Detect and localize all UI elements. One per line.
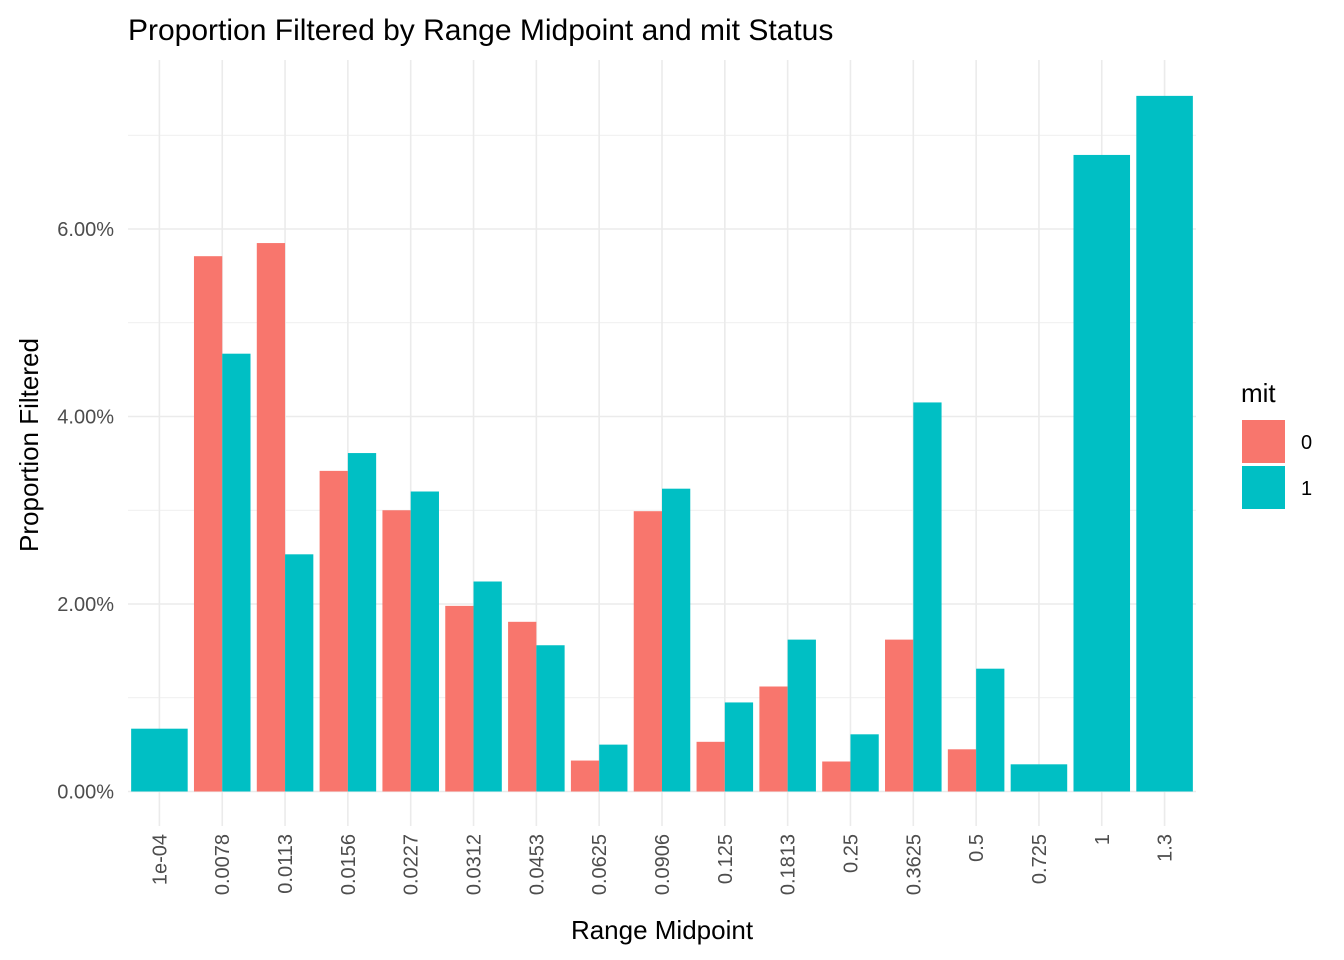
bar-0.0078-mit-1 [222, 353, 251, 792]
legend-title: mit [1241, 378, 1276, 408]
bar-0.0625-mit-0 [570, 760, 600, 792]
bar-0.0906-mit-1 [662, 488, 691, 792]
x-tick-label: 1.3 [1155, 834, 1177, 862]
bar-0.5-mit-1 [976, 668, 1005, 792]
x-tick-label: 1e-04 [149, 834, 171, 885]
bar-0.0113-mit-1 [285, 554, 314, 792]
bar-0.25-mit-1 [850, 734, 879, 792]
legend-label-1: 1 [1301, 478, 1312, 500]
y-axis-ticks: 0.00% 2.00% 4.00% 6.00% [57, 219, 114, 804]
x-tick-label: 0.3625 [903, 834, 925, 895]
bar-0.0227-mit-0 [382, 510, 411, 792]
x-axis-ticks: 1e-04 0.0078 0.0113 0.0156 0.0227 0.0312 0.045… [149, 834, 1176, 895]
x-tick-label: 0.1813 [778, 834, 800, 895]
y-tick-label: 4.00% [57, 407, 114, 429]
x-axis-title: Range Midpoint [571, 915, 754, 945]
x-tick-label: 0.0312 [464, 834, 486, 895]
bars [131, 95, 1193, 792]
bar-0.0078-mit-0 [193, 256, 223, 792]
bar-0.0156-mit-1 [347, 453, 377, 792]
bar-1e-04-mit-1 [131, 728, 188, 792]
legend-key-0 [1242, 420, 1285, 463]
x-tick-label: 0.725 [1029, 834, 1051, 884]
y-tick-label: 2.00% [57, 594, 114, 616]
bar-0.1813-mit-1 [787, 639, 816, 792]
x-tick-label: 0.0078 [212, 834, 234, 895]
legend-key-1 [1242, 466, 1285, 509]
x-tick-label: 0.0113 [275, 834, 297, 894]
bar-0.3625-mit-1 [913, 402, 942, 792]
chart-title: Proportion Filtered by Range Midpoint an… [128, 14, 833, 47]
x-tick-label: 0.125 [715, 834, 737, 884]
bar-0.0453-mit-0 [508, 621, 537, 792]
bar-0.1813-mit-0 [759, 686, 788, 792]
bar-0.0906-mit-0 [633, 511, 662, 792]
y-tick-label: 6.00% [57, 219, 114, 241]
x-tick-label: 0.0625 [589, 834, 611, 895]
bar-0.0227-mit-1 [410, 491, 439, 792]
bar-0.25-mit-0 [822, 761, 851, 792]
bar-1-mit-1 [1073, 154, 1131, 792]
x-tick-label: 0.0906 [652, 834, 674, 895]
bar-0.5-mit-0 [947, 749, 977, 792]
bar-0.0312-mit-1 [473, 581, 502, 792]
legend: mit 0 1 [1241, 378, 1312, 509]
bar-0.0625-mit-1 [599, 744, 628, 792]
x-tick-label: 0.5 [966, 834, 988, 862]
bar-0.125-mit-1 [724, 702, 754, 792]
bar-0.3625-mit-0 [885, 639, 914, 792]
bar-1.3-mit-1 [1136, 95, 1193, 792]
bar-0.125-mit-0 [696, 741, 725, 792]
bar-0.0312-mit-0 [445, 605, 474, 792]
x-tick-label: 0.0227 [401, 834, 423, 895]
y-tick-label: 0.00% [57, 782, 114, 804]
bar-0.725-mit-1 [1010, 764, 1068, 792]
bar-0.0113-mit-0 [256, 243, 286, 792]
x-tick-label: 0.0156 [338, 834, 360, 895]
bar-0.0453-mit-1 [536, 645, 565, 792]
x-tick-label: 0.0453 [526, 834, 548, 895]
x-tick-label: 1 [1092, 834, 1114, 845]
y-axis-title: Proportion Filtered [14, 338, 44, 552]
bar-0.0156-mit-0 [319, 470, 348, 792]
legend-label-0: 0 [1301, 432, 1312, 454]
x-tick-label: 0.25 [840, 834, 862, 873]
